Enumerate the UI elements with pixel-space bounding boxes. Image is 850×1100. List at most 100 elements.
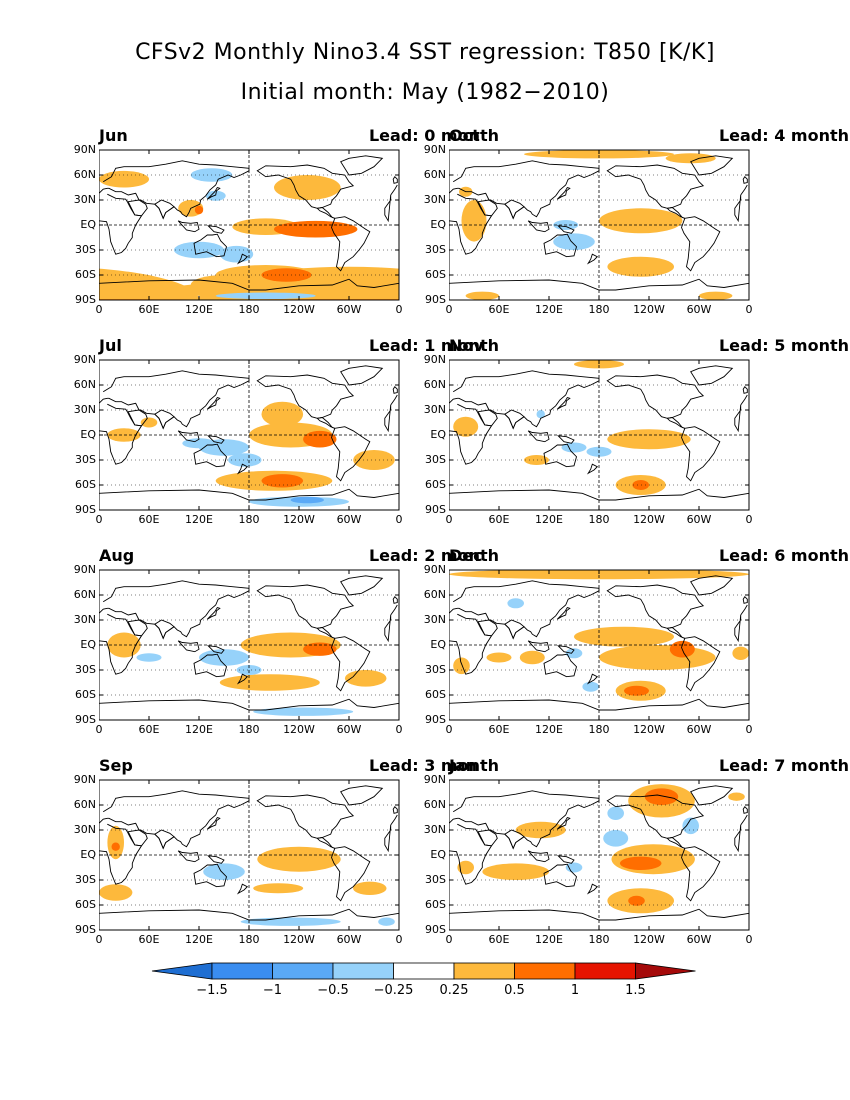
coastline-japan [556,396,571,410]
coastline-japan [556,816,571,830]
coastline-arabia [127,619,148,637]
positive-anomaly-region [111,842,120,851]
negative-anomaly-region [536,410,545,419]
longitude-tick-label: 0 [745,513,753,526]
latitude-tick-label: 90N [73,563,96,576]
longitude-tick-label: 0 [445,723,453,736]
latitude-tick-label: 30N [73,823,96,836]
coastline-south-america [681,636,721,692]
colorbar-segment [574,962,636,980]
longitude-tick-label: 60W [686,723,712,736]
latitude-tick-label: 30N [423,193,446,206]
longitude-tick-label: 120W [283,513,315,526]
coastline-north-america [606,794,705,839]
latitude-tick-label: 90S [75,503,96,516]
latitude-tick-label: EQ [80,638,96,651]
coastline-arabia [477,829,498,847]
panel-lead-label: Lead: 1 month [368,336,499,355]
longitude-tick-label: 120W [283,303,315,316]
longitude-tick-label: 0 [745,933,753,946]
positive-anomaly-region [665,153,716,164]
latitude-tick-label: 90N [73,143,96,156]
longitude-tick-label: 0 [745,723,753,736]
longitude-tick-label: 60E [488,933,510,946]
coastline-se-asia-islands [527,640,550,653]
regression-map [449,359,750,511]
latitude-tick-label: 60S [425,478,446,491]
colorbar-label: 0.5 [504,983,525,998]
latitude-tick-label: 90N [423,563,446,576]
coastline-africa [449,613,742,675]
coastline-australia [193,443,228,468]
longitude-tick-label: 0 [445,513,453,526]
longitude-tick-label: 0 [95,723,103,736]
longitude-tick-label: 120E [535,303,563,316]
coastline-australia [543,443,578,468]
coastline-australia [543,863,578,888]
negative-anomaly-region [553,233,595,250]
latitude-tick-label: 90N [73,353,96,366]
regression-map [449,569,750,721]
latitude-tick-label: 90N [73,773,96,786]
positive-anomaly-region [728,792,745,801]
longitude-tick-label: 120E [185,513,213,526]
latitude-tick-label: 60N [423,378,446,391]
latitude-tick-label: EQ [80,428,96,441]
latitude-tick-label: 60S [75,478,96,491]
latitude-tick-label: 60S [75,268,96,281]
longitude-tick-label: 180 [588,723,610,736]
coastline-uk [392,805,398,814]
negative-anomaly-region [253,707,354,716]
coastline-greenland [690,155,734,176]
positive-anomaly-region [140,417,158,428]
coastline-se-asia-islands [527,430,550,443]
coastline-north-america [256,164,355,209]
positive-anomaly-region [353,881,387,895]
positive-anomaly-region [628,895,645,906]
latitude-tick-label: 90S [75,713,96,726]
positive-anomaly-region [449,570,749,580]
panel-lead-label: Lead: 5 month [718,336,849,355]
regression-map [99,149,400,301]
coastline-india [154,199,175,220]
positive-anomaly-region [624,685,649,696]
latitude-tick-label: EQ [430,428,446,441]
positive-anomaly-region [599,208,683,234]
longitude-tick-label: 60E [138,303,160,316]
latitude-tick-label: EQ [430,848,446,861]
coastline-new-zealand [236,883,249,895]
longitude-tick-label: 120E [535,513,563,526]
positive-anomaly-region [465,291,499,300]
longitude-tick-label: 180 [238,723,260,736]
figure-subtitle: Initial month: May (1982−2010) [240,80,610,105]
coastline-borneo-ng [556,225,575,234]
coastline-uk [392,385,398,394]
longitude-tick-label: 0 [395,303,403,316]
longitude-tick-label: 60W [686,303,712,316]
positive-anomaly-region [257,846,341,872]
coastline-antarctica [99,488,399,501]
panel-sep: Sep Lead: 3 month [99,756,499,971]
positive-anomaly-region [261,474,304,488]
panel-jul: Jul Lead: 1 month [99,336,499,551]
coastline-borneo-ng [206,645,225,654]
latitude-tick-label: EQ [80,218,96,231]
coastline-greenland [340,785,384,806]
longitude-tick-label: 120W [633,933,665,946]
panel-lead-label: Lead: 6 month [718,546,849,565]
positive-anomaly-region [303,642,337,656]
coastline-south-america [681,216,721,272]
latitude-tick-label: 30N [73,613,96,626]
latitude-tick-label: 90S [425,293,446,306]
positive-anomaly-region [515,821,566,839]
coastline-north-america [606,374,705,419]
coastline-uk [742,805,748,814]
latitude-tick-label: EQ [430,218,446,231]
coastline-india [504,829,525,850]
panel-month-label: Jul [99,336,122,355]
panel-lead-label: Lead: 0 month [368,126,499,145]
longitude-tick-label: 180 [588,513,610,526]
longitude-tick-label: 180 [588,933,610,946]
negative-anomaly-region [215,292,316,300]
